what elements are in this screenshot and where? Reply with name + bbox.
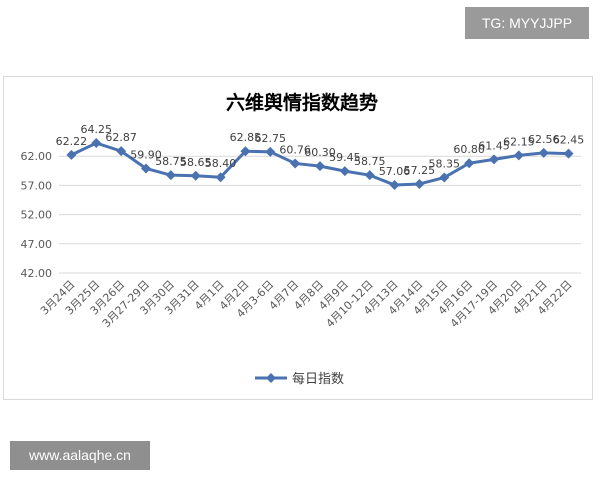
data-label: 57.06 (379, 165, 411, 178)
watermark-tg-badge: TG: MYYJJPP (465, 7, 589, 39)
data-label: 62.15 (503, 135, 535, 148)
chart-frame: 六维舆情指数趋势 42.00 47.00 52.00 57.00 62.00 3月24日… (3, 76, 593, 400)
data-label: 62.75 (255, 132, 287, 145)
data-point (116, 146, 127, 157)
data-point (315, 161, 325, 172)
data-point (240, 146, 251, 157)
line-chart: 六维舆情指数趋势 42.00 47.00 52.00 57.00 62.00 3月24日… (21, 91, 585, 387)
y-tick-label: 47.00 (21, 238, 53, 251)
data-label: 64.25 (81, 123, 113, 136)
legend-label: 每日指数 (292, 371, 344, 387)
data-point (265, 146, 276, 157)
data-point (464, 158, 475, 169)
data-point (141, 163, 151, 174)
data-point (489, 154, 499, 165)
x-axis-ticks: 3月24日3月25日3月26日3月27-29日3月30日3月31日4月1日4月2… (38, 278, 575, 330)
data-point (215, 172, 226, 183)
data-labels: 62.2264.2562.8759.9058.7558.6558.4062.85… (56, 123, 585, 178)
y-tick-label: 62.00 (21, 150, 53, 163)
data-label: 60.30 (304, 146, 336, 159)
watermark-url-badge: www.aalaqhe.cn (10, 441, 150, 470)
data-label: 62.22 (56, 135, 88, 148)
data-point (538, 147, 549, 158)
data-point (66, 149, 77, 160)
data-label: 62.85 (230, 131, 262, 144)
chart-legend: 每日指数 (255, 371, 344, 387)
y-tick-label: 52.00 (21, 209, 53, 222)
chart-title: 六维舆情指数趋势 (226, 91, 378, 114)
data-point (439, 172, 450, 183)
gridlines (59, 155, 581, 274)
data-label: 59.45 (329, 151, 361, 164)
data-label: 61.45 (478, 139, 510, 152)
data-label: 57.25 (404, 164, 436, 177)
y-axis-ticks: 42.00 47.00 52.00 57.00 62.00 (21, 150, 53, 280)
data-point (563, 148, 574, 159)
data-label: 60.76 (279, 143, 311, 156)
data-label: 62.45 (553, 134, 585, 147)
data-point (513, 150, 524, 161)
data-point (414, 178, 425, 189)
data-label: 58.65 (180, 156, 212, 169)
data-label: 58.75 (354, 155, 386, 168)
data-label: 62.87 (105, 131, 137, 144)
data-label: 58.35 (429, 158, 461, 171)
data-label: 60.80 (453, 143, 485, 156)
data-point (290, 158, 301, 169)
data-label: 58.40 (205, 157, 237, 170)
data-point (190, 170, 201, 181)
data-label: 59.90 (130, 148, 162, 161)
data-label: 58.75 (155, 155, 187, 168)
data-point (339, 166, 350, 177)
data-point (165, 170, 176, 181)
data-point (364, 170, 375, 181)
legend-marker-icon (266, 373, 276, 383)
data-label: 62.56 (528, 133, 560, 146)
data-point (389, 180, 400, 191)
y-tick-label: 42.00 (21, 267, 53, 280)
data-point (91, 138, 102, 149)
series-layer (66, 138, 574, 191)
y-tick-label: 57.00 (21, 179, 53, 192)
